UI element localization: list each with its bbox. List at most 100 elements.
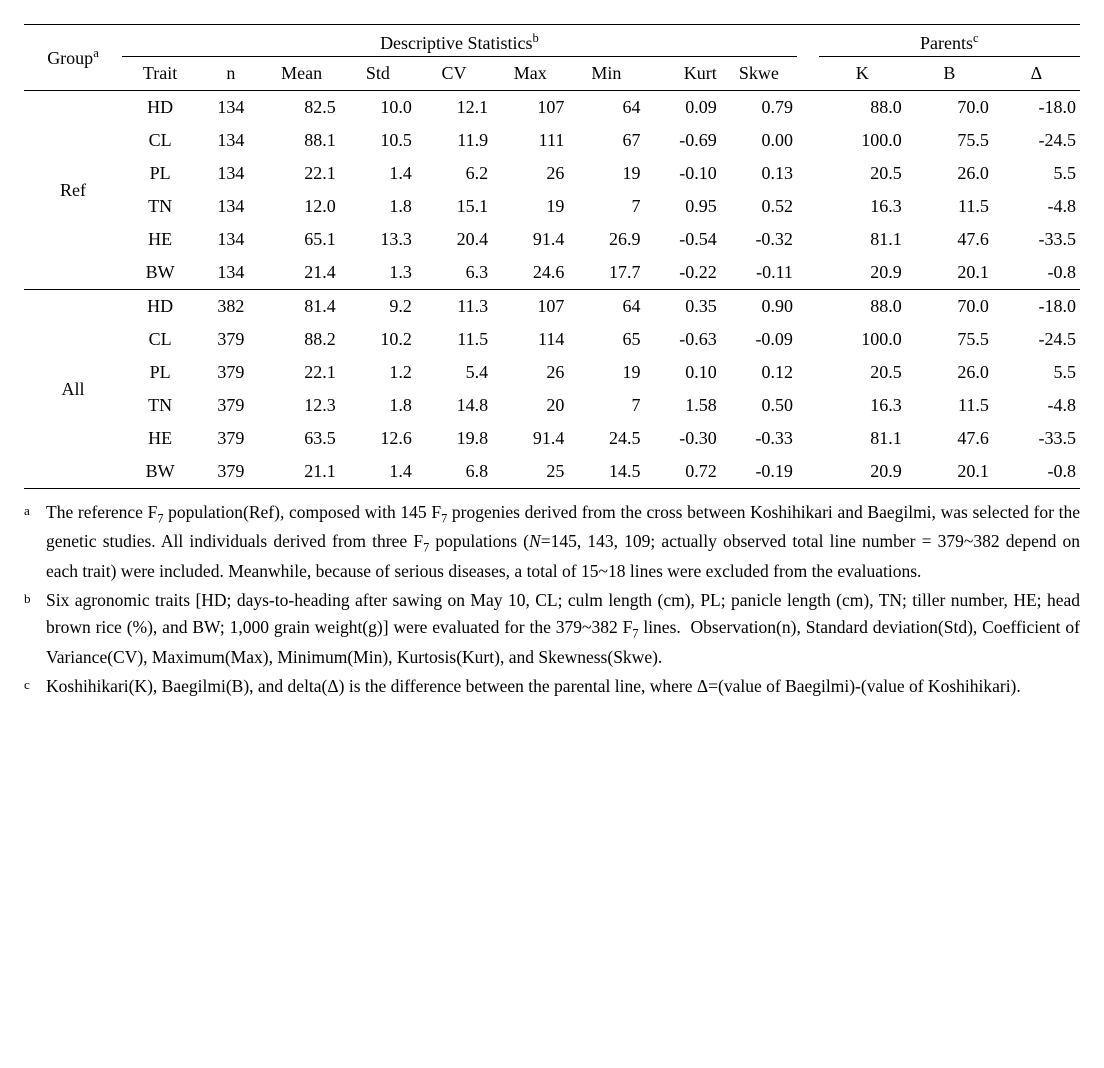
cell-gap xyxy=(797,91,819,125)
cell-b: 47.6 xyxy=(906,223,993,256)
cell-n: 379 xyxy=(198,455,263,489)
cell-n: 134 xyxy=(198,91,263,125)
col-header-trait: Trait xyxy=(122,57,198,91)
cell-cv: 6.2 xyxy=(416,157,492,190)
cell-k: 88.0 xyxy=(819,91,906,125)
cell-gap xyxy=(797,256,819,290)
cell-n: 379 xyxy=(198,389,263,422)
table-row: HE13465.113.320.491.426.9-0.54-0.3281.14… xyxy=(24,223,1080,256)
cell-d: -4.8 xyxy=(993,389,1080,422)
cell-max: 107 xyxy=(492,91,568,125)
cell-trait: TN xyxy=(122,190,198,223)
cell-min: 24.5 xyxy=(568,422,644,455)
cell-min: 64 xyxy=(568,290,644,324)
cell-b: 75.5 xyxy=(906,323,993,356)
cell-std: 1.8 xyxy=(340,389,416,422)
cell-gap xyxy=(797,124,819,157)
cell-skwe: 0.13 xyxy=(721,157,797,190)
cell-std: 12.6 xyxy=(340,422,416,455)
cell-trait: HD xyxy=(122,91,198,125)
cell-gap xyxy=(797,223,819,256)
cell-kurt: -0.22 xyxy=(645,256,721,290)
table-row: TN13412.01.815.11970.950.5216.311.5-4.8 xyxy=(24,190,1080,223)
cell-b: 11.5 xyxy=(906,190,993,223)
cell-n: 382 xyxy=(198,290,263,324)
cell-min: 67 xyxy=(568,124,644,157)
cell-mean: 12.0 xyxy=(264,190,340,223)
cell-k: 81.1 xyxy=(819,422,906,455)
cell-b: 47.6 xyxy=(906,422,993,455)
cell-gap xyxy=(797,323,819,356)
cell-min: 14.5 xyxy=(568,455,644,489)
cell-kurt: -0.30 xyxy=(645,422,721,455)
cell-max: 107 xyxy=(492,290,568,324)
column-header-row: Trait n Mean Std CV Max Min Kurt Skwe K … xyxy=(24,57,1080,91)
cell-mean: 21.1 xyxy=(264,455,340,489)
cell-std: 9.2 xyxy=(340,290,416,324)
cell-cv: 12.1 xyxy=(416,91,492,125)
cell-kurt: -0.63 xyxy=(645,323,721,356)
cell-k: 100.0 xyxy=(819,124,906,157)
cell-trait: HE xyxy=(122,223,198,256)
cell-skwe: 0.52 xyxy=(721,190,797,223)
cell-std: 1.4 xyxy=(340,157,416,190)
cell-d: -24.5 xyxy=(993,323,1080,356)
cell-skwe: -0.11 xyxy=(721,256,797,290)
cell-cv: 11.9 xyxy=(416,124,492,157)
cell-gap xyxy=(797,190,819,223)
cell-gap xyxy=(797,389,819,422)
cell-trait: HE xyxy=(122,422,198,455)
col-header-group: Groupa xyxy=(24,25,122,91)
cell-k: 20.9 xyxy=(819,256,906,290)
footnote-mark-c: c xyxy=(24,673,46,700)
col-header-n: n xyxy=(198,57,263,91)
cell-n: 134 xyxy=(198,256,263,290)
cell-trait: BW xyxy=(122,256,198,290)
cell-min: 7 xyxy=(568,389,644,422)
table-row: HE37963.512.619.891.424.5-0.30-0.3381.14… xyxy=(24,422,1080,455)
cell-b: 20.1 xyxy=(906,455,993,489)
cell-mean: 12.3 xyxy=(264,389,340,422)
cell-mean: 81.4 xyxy=(264,290,340,324)
cell-std: 1.2 xyxy=(340,356,416,389)
cell-d: -18.0 xyxy=(993,290,1080,324)
cell-kurt: 1.58 xyxy=(645,389,721,422)
table-row: RefHD13482.510.012.1107640.090.7988.070.… xyxy=(24,91,1080,125)
cell-skwe: 0.90 xyxy=(721,290,797,324)
cell-std: 10.5 xyxy=(340,124,416,157)
cell-skwe: 0.00 xyxy=(721,124,797,157)
cell-max: 19 xyxy=(492,190,568,223)
cell-k: 20.5 xyxy=(819,157,906,190)
cell-b: 75.5 xyxy=(906,124,993,157)
stats-table: Groupa Descriptive Statisticsb Parentsc … xyxy=(24,24,1080,489)
group-header-sup: a xyxy=(93,46,99,60)
cell-min: 19 xyxy=(568,356,644,389)
cell-k: 16.3 xyxy=(819,190,906,223)
cell-max: 24.6 xyxy=(492,256,568,290)
cell-max: 91.4 xyxy=(492,223,568,256)
spanner-descriptive: Descriptive Statisticsb xyxy=(122,25,797,57)
cell-k: 20.9 xyxy=(819,455,906,489)
cell-mean: 65.1 xyxy=(264,223,340,256)
cell-min: 65 xyxy=(568,323,644,356)
col-header-std: Std xyxy=(340,57,416,91)
cell-cv: 20.4 xyxy=(416,223,492,256)
cell-cv: 15.1 xyxy=(416,190,492,223)
cell-mean: 22.1 xyxy=(264,356,340,389)
cell-n: 134 xyxy=(198,190,263,223)
cell-min: 64 xyxy=(568,91,644,125)
cell-kurt: -0.54 xyxy=(645,223,721,256)
cell-cv: 11.3 xyxy=(416,290,492,324)
cell-std: 13.3 xyxy=(340,223,416,256)
spanner-row: Groupa Descriptive Statisticsb Parentsc xyxy=(24,25,1080,57)
cell-k: 100.0 xyxy=(819,323,906,356)
cell-k: 81.1 xyxy=(819,223,906,256)
cell-gap xyxy=(797,455,819,489)
col-header-delta: Δ xyxy=(993,57,1080,91)
cell-b: 26.0 xyxy=(906,157,993,190)
cell-n: 134 xyxy=(198,157,263,190)
table-row: BW13421.41.36.324.617.7-0.22-0.1120.920.… xyxy=(24,256,1080,290)
spanner-parents-text: Parents xyxy=(920,33,973,53)
cell-kurt: 0.09 xyxy=(645,91,721,125)
cell-n: 134 xyxy=(198,124,263,157)
